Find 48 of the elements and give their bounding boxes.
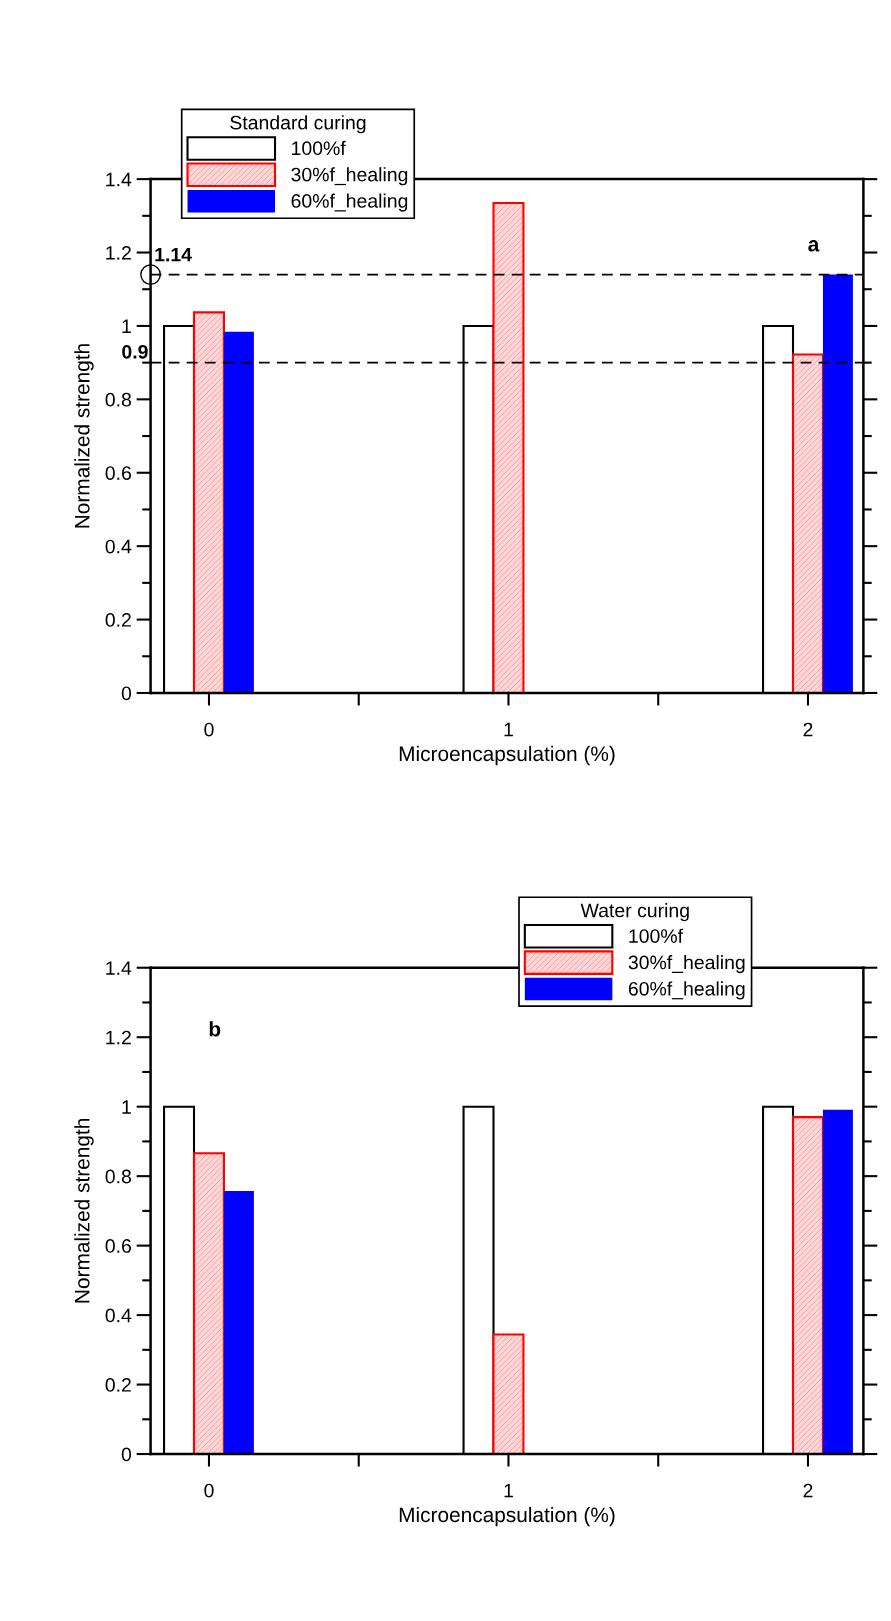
- ref-line-label: 1.14: [155, 247, 192, 262]
- y-tick-label: 0.8: [105, 1169, 131, 1184]
- x-tick-label: 1: [504, 722, 513, 737]
- y-tick-label: 0.6: [105, 1239, 131, 1253]
- x-tick-label: 2: [803, 722, 813, 737]
- y-tick-label: 0.6: [105, 466, 131, 480]
- ref-line-label: 0.9: [122, 344, 148, 359]
- annotation: a: [808, 240, 820, 252]
- y-tick-label: 1.4: [106, 961, 132, 975]
- y-tick-label: 0.4: [105, 1308, 132, 1323]
- x-tick-label: 1: [504, 1483, 513, 1498]
- bar: [492, 1333, 525, 1455]
- legend-label: 30%f_healing: [291, 167, 408, 186]
- y-axis-title: Normalized strength: [74, 344, 94, 528]
- y-tick-label: 1: [122, 1100, 131, 1114]
- bar: [791, 1116, 824, 1455]
- x-tick-label: 0: [204, 722, 214, 737]
- y-tick-label: 1.2: [106, 246, 131, 260]
- x-tick-label: 0: [204, 1483, 214, 1498]
- y-tick-label: 1.4: [106, 172, 132, 187]
- y-tick-label: 0.2: [105, 1378, 131, 1392]
- y-tick-label: 0.8: [105, 392, 131, 407]
- bar: [192, 311, 225, 693]
- legend-label: 60%f_healing: [291, 193, 408, 212]
- bar: [223, 1191, 254, 1455]
- legend-title: Water curing: [580, 903, 689, 922]
- y-tick-label: 1.2: [106, 1030, 131, 1045]
- legend-title: Standard curing: [230, 115, 366, 134]
- legend-label: 100%f: [629, 928, 684, 943]
- bar: [223, 331, 254, 693]
- bar: [822, 1109, 853, 1455]
- annotation: b: [209, 1021, 221, 1037]
- legend-label: 30%f_healing: [628, 955, 745, 974]
- bar: [192, 1152, 225, 1455]
- bar: [492, 201, 525, 693]
- y-tick-label: 0.4: [105, 539, 132, 554]
- y-tick-label: 1: [122, 319, 131, 333]
- y-tick-label: 0: [121, 686, 132, 701]
- y-axis-title: Normalized strength: [74, 1119, 94, 1303]
- legend-label: 60%f_healing: [628, 981, 745, 1000]
- legend-label: 100%f: [292, 140, 346, 156]
- bar: [822, 274, 853, 693]
- bar: [791, 353, 824, 693]
- x-tick-label: 2: [803, 1483, 813, 1498]
- y-tick-label: 0: [121, 1447, 132, 1462]
- x-axis-title: Microencapsulation (%): [399, 1506, 615, 1527]
- y-tick-label: 0.2: [105, 613, 131, 627]
- x-axis-title: Microencapsulation (%): [399, 745, 615, 766]
